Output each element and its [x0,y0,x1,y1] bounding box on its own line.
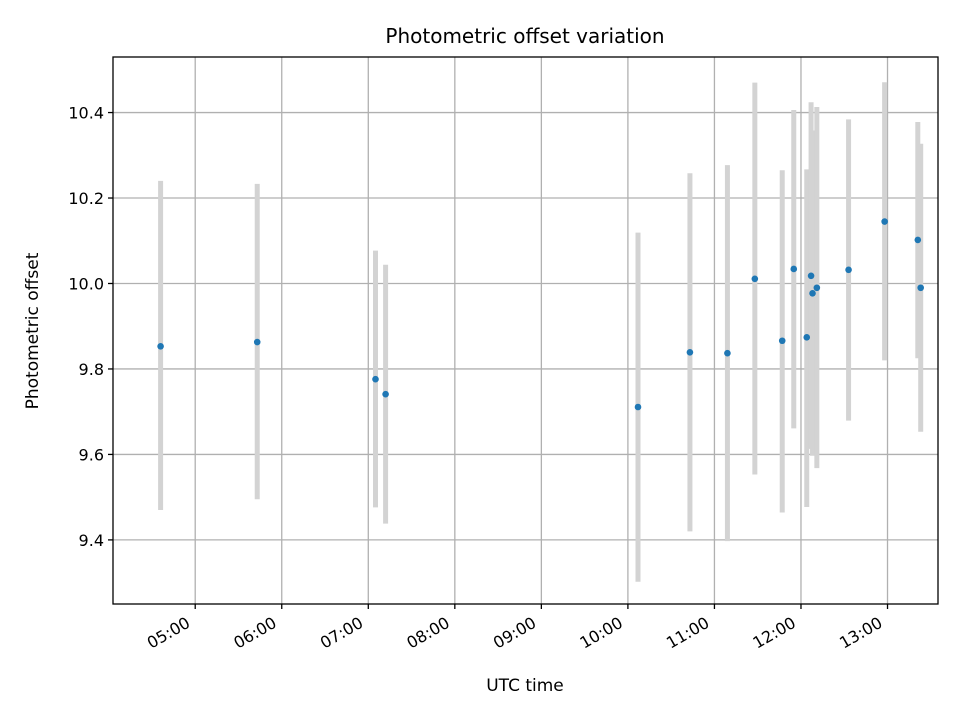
data-point [917,284,924,292]
chart-title: Photometric offset variation [385,24,664,48]
x-axis-label: UTC time [486,676,564,696]
data-point [845,266,852,274]
data-point [790,265,798,273]
x-tick-label: 07:00 [317,613,366,653]
data-point [914,236,922,244]
data-point [809,290,816,297]
x-tick-label: 12:00 [750,613,799,653]
data-point [724,349,731,357]
y-axis: 9.4 9.6 9.8 10.0 10.2 10.4 [68,104,113,550]
grid [113,57,938,604]
y-axis-label: Photometric offset [23,252,43,409]
data-point [157,343,164,350]
data-point [881,218,888,225]
plot-frame [112,56,939,605]
y-tick-label: 10.4 [68,104,104,123]
data-point [372,375,379,383]
y-tick-label: 9.8 [79,360,104,379]
error-bars [158,82,924,582]
data-point [253,338,261,346]
y-tick-label: 10.2 [68,189,104,208]
data-point [778,337,786,345]
x-tick-label: 08:00 [403,613,452,653]
data-points [157,218,924,411]
x-tick-label: 06:00 [230,613,279,653]
data-point [382,390,389,398]
data-point [813,284,821,292]
x-tick-label: 11:00 [663,613,712,653]
y-tick-label: 9.4 [79,531,104,550]
data-point [751,275,759,283]
x-tick-label: 05:00 [144,613,193,653]
data-point [803,334,811,341]
data-point [634,403,642,411]
y-tick-label: 9.6 [79,445,104,464]
x-axis: 05:00 06:00 07:00 08:00 09:00 10:00 11:00 12:00… [144,604,889,653]
data-point [807,272,815,280]
x-tick-label: 09:00 [490,613,539,653]
x-tick-label: 10:00 [576,613,625,653]
x-tick-label: 13:00 [836,613,885,653]
y-tick-label: 10.0 [68,274,104,293]
data-point [686,348,694,356]
